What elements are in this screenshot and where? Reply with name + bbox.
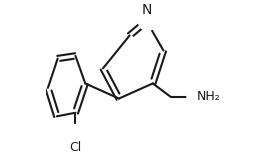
Text: N: N: [141, 3, 152, 17]
Text: NH₂: NH₂: [196, 90, 220, 103]
Text: Cl: Cl: [69, 141, 82, 154]
